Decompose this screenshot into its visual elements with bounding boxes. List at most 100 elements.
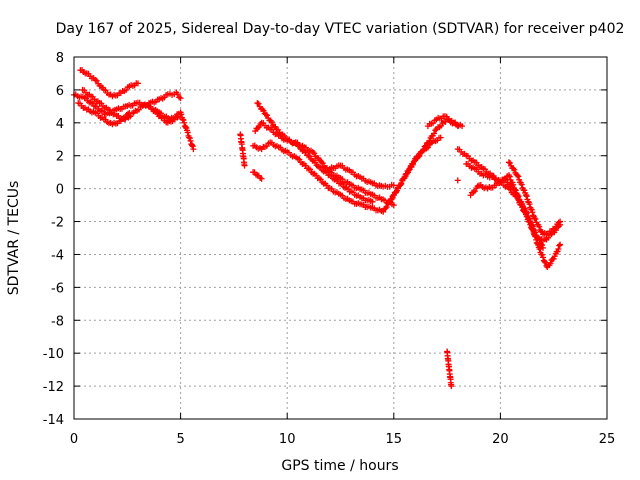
data-point: [505, 159, 512, 166]
x-tick-label: 0: [70, 432, 78, 447]
x-tick-label: 5: [176, 432, 184, 447]
data-point: [530, 228, 537, 235]
data-point: [503, 176, 510, 183]
grid-lines: [74, 57, 607, 419]
data-point: [262, 111, 269, 118]
data-point: [556, 242, 563, 249]
data-point: [177, 95, 184, 102]
data-point: [264, 112, 271, 119]
data-point: [511, 186, 518, 193]
data-point: [536, 246, 543, 253]
data-point: [311, 150, 318, 157]
data-points: [71, 67, 564, 390]
data-point: [506, 173, 513, 180]
data-point: [268, 119, 275, 126]
data-point: [390, 202, 397, 209]
data-point: [306, 153, 313, 160]
data-point: [510, 165, 517, 172]
data-point: [258, 175, 265, 182]
y-tick-label: -12: [43, 380, 64, 395]
data-point: [259, 106, 266, 113]
data-point: [383, 204, 390, 211]
x-tick-label: 25: [599, 432, 616, 447]
data-point: [260, 107, 267, 114]
data-point: [390, 182, 397, 189]
data-point: [514, 194, 521, 201]
data-point: [388, 195, 395, 202]
x-tick-label: 10: [279, 432, 296, 447]
y-tick-label: 6: [56, 84, 64, 99]
x-axis-label: GPS time / hours: [281, 458, 398, 474]
data-point: [448, 383, 455, 390]
data-point: [186, 134, 193, 141]
data-point: [555, 246, 562, 253]
data-point: [533, 236, 540, 243]
data-point: [254, 100, 261, 107]
data-point: [319, 160, 326, 167]
data-point: [188, 142, 195, 149]
data-point: [398, 180, 405, 187]
plot-frame: [73, 56, 608, 420]
y-tick-label: -14: [43, 413, 64, 428]
data-point: [395, 185, 402, 192]
axis-ticks: 0 5 10 15 20 25 -14 -12 -10 -8 -6 -4 -2 0 2 4 6 8: [43, 51, 616, 447]
y-tick-label: -10: [43, 347, 64, 362]
data-point: [536, 223, 543, 230]
data-point: [526, 201, 533, 208]
data-point: [471, 188, 478, 195]
data-point: [255, 100, 262, 107]
data-point: [180, 117, 187, 124]
x-tick-label: 20: [492, 432, 509, 447]
data-point: [515, 173, 522, 180]
data-point: [511, 166, 518, 173]
data-point: [540, 254, 547, 261]
y-tick-label: 8: [56, 51, 64, 66]
data-point: [523, 210, 530, 217]
data-point: [312, 159, 319, 166]
data-point: [506, 159, 513, 166]
data-point: [254, 125, 261, 132]
data-point: [532, 233, 539, 240]
data-point: [369, 198, 376, 205]
data-point: [523, 193, 530, 200]
data-point: [437, 134, 444, 141]
data-point: [514, 172, 521, 179]
data-point: [522, 192, 529, 199]
data-point: [397, 182, 404, 189]
y-tick-label: 0: [56, 183, 64, 198]
data-point: [531, 215, 538, 222]
data-point: [174, 91, 181, 98]
data-point: [432, 127, 439, 134]
data-point: [190, 146, 197, 153]
data-point: [531, 232, 538, 239]
data-point: [510, 185, 517, 192]
x-tick-label: 15: [386, 432, 403, 447]
data-point: [431, 130, 438, 137]
data-point: [187, 137, 194, 144]
y-tick-label: -4: [51, 248, 64, 263]
data-point: [403, 170, 410, 177]
data-point: [547, 260, 554, 267]
data-point: [541, 258, 548, 265]
data-point: [186, 135, 193, 142]
data-point: [182, 124, 189, 131]
y-tick-label: -8: [51, 314, 64, 329]
data-point: [454, 177, 461, 184]
data-point: [177, 111, 184, 118]
y-tick-label: -2: [51, 216, 64, 231]
data-point: [529, 209, 536, 216]
y-axis-label: SDTVAR / TECUs: [6, 181, 22, 296]
data-point: [380, 208, 387, 215]
y-tick-label: 2: [56, 150, 64, 165]
data-point: [532, 216, 539, 223]
data-point: [181, 119, 188, 126]
data-point: [557, 218, 564, 225]
data-point: [518, 181, 525, 188]
data-point: [256, 124, 263, 131]
data-point: [552, 224, 559, 231]
data-point: [389, 194, 396, 201]
data-point: [176, 94, 183, 101]
data-point: [189, 143, 196, 150]
data-point: [470, 189, 477, 196]
